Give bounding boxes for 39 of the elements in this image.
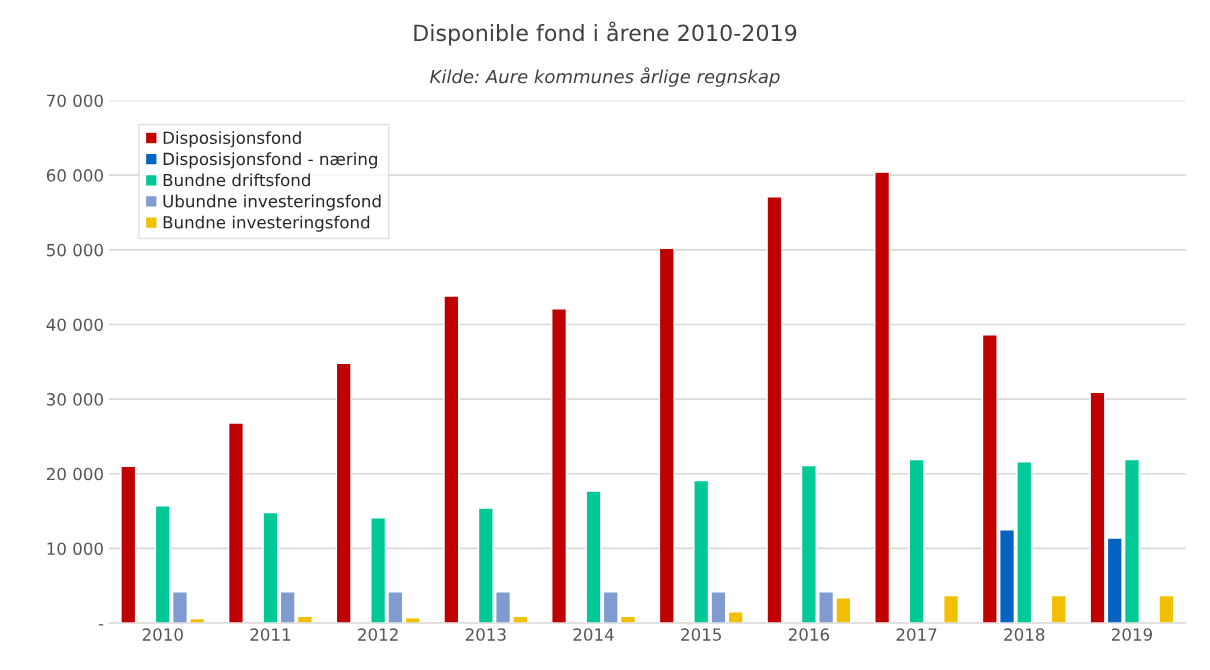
- legend-label: Bundne investeringsfond: [163, 215, 370, 232]
- y-tick-label: 60 000: [46, 169, 103, 182]
- legend-label: Ubundne investeringsfond: [163, 194, 381, 211]
- chart-subtitle: Kilde: Aure kommunes årlige regnskap: [430, 67, 780, 87]
- y-tick-label: 20 000: [46, 467, 103, 481]
- bar: [1158, 594, 1175, 624]
- legend-label: Disposisjonsfond - næring: [163, 152, 377, 169]
- legend-label: Disposisjonsfond: [163, 131, 301, 148]
- y-tick-label: 50 000: [47, 243, 103, 257]
- y-tick-label: 40 000: [46, 318, 103, 332]
- x-tick-label: 2013: [465, 628, 506, 641]
- bar: [943, 594, 960, 624]
- chart-title: Disponible fond i årene 2010-2019: [414, 21, 797, 46]
- bar: [908, 458, 925, 624]
- bar: [874, 171, 891, 624]
- bar: [766, 196, 783, 624]
- y-tick-label: 30 000: [46, 393, 103, 406]
- x-tick-label: 2017: [896, 628, 937, 641]
- bar: [120, 465, 137, 624]
- bar: [1050, 594, 1067, 624]
- x-tick-label: 2015: [681, 628, 721, 641]
- bar: [551, 308, 568, 624]
- bar: [658, 247, 675, 624]
- bar: [443, 295, 460, 624]
- bar: [262, 511, 279, 624]
- x-tick-label: 2014: [573, 628, 614, 641]
- legend-label: Bundne driftsfond: [163, 173, 310, 187]
- bar: [227, 422, 244, 624]
- x-tick-label: 2012: [358, 628, 398, 641]
- x-tick-label: 2010: [142, 628, 183, 641]
- x-tick-label: 2018: [1004, 628, 1045, 641]
- bar: [727, 611, 744, 624]
- y-tick-label: 70 000: [47, 94, 103, 108]
- y-tick-label: 10 000: [47, 542, 103, 556]
- bar: [335, 362, 352, 624]
- x-tick-label: 2011: [250, 628, 291, 641]
- x-tick-label: 2016: [788, 628, 830, 641]
- y-tick-label: -: [98, 624, 104, 626]
- x-tick-label: 2019: [1111, 628, 1152, 641]
